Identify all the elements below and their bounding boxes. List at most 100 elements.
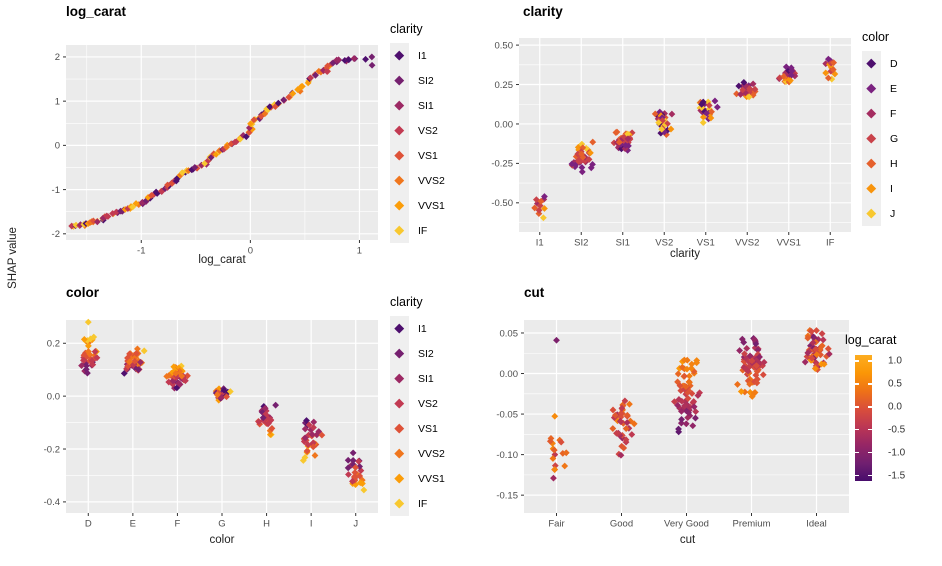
legend-title: color (862, 30, 890, 44)
legend-key (862, 126, 881, 151)
diamond-icon (394, 50, 405, 61)
x-axis-title: cut (679, 534, 696, 546)
tick-label: -0.25 (491, 159, 513, 170)
legend-item: H (862, 151, 898, 176)
legend-item: SI2 (390, 341, 445, 366)
legend-key (390, 416, 409, 441)
tick-label: -1 (137, 246, 145, 257)
legend-item-label: VS1 (418, 422, 438, 435)
colorbar-tick-label: -1.0 (888, 447, 906, 459)
tick-label: 1 (55, 96, 60, 107)
diamond-icon (866, 208, 877, 219)
tick-label: IF (826, 238, 835, 249)
colorbar-tick-label: 1.0 (888, 355, 902, 367)
colorbar-gradient: 1.0 0.5 0.0 -0.5 -1.0 -1.5 (855, 355, 905, 481)
tick-label: Premium (732, 519, 770, 530)
diamond-icon (866, 133, 877, 144)
points-layer (546, 326, 833, 482)
colorbar-tick-label: -1.5 (888, 470, 906, 481)
legend-item: IF (390, 491, 445, 516)
legend-item-label: IF (418, 497, 428, 510)
legend-item: SI1 (390, 93, 445, 118)
legend-item-label: H (890, 157, 898, 170)
diamond-icon (394, 150, 405, 161)
diamond-icon (394, 125, 405, 136)
colorbar-title: log_carat (845, 333, 897, 347)
colorbar-tick-label: 0.0 (888, 401, 902, 413)
legend-key (390, 143, 409, 168)
colorbar-tick (855, 474, 859, 477)
diamond-icon (394, 398, 405, 409)
legend-item: VVS1 (390, 193, 445, 218)
legend-item: G (862, 126, 898, 151)
legend-items: I1 SI2 SI1 VS2 VS1 VVS2 VVS1 IF (390, 43, 445, 243)
tick-label: -2 (52, 229, 60, 240)
panel-title: color (66, 285, 100, 300)
legend-item-label: F (890, 107, 897, 120)
legend-item: VS1 (390, 416, 445, 441)
axis-tick-labels: Fair Good Very Good Premium Ideal 0.05 0.00 -0.… (496, 328, 826, 529)
legend-item: J (862, 201, 898, 226)
tick-label: 0.05 (500, 328, 519, 339)
colorbar-tick (855, 383, 859, 385)
legend-item: F (862, 101, 898, 126)
tick-label: -0.05 (496, 409, 518, 420)
points-layer (78, 318, 368, 494)
legend-item-label: SI2 (418, 74, 434, 87)
legend-item: VVS2 (390, 168, 445, 193)
legend-key (390, 341, 409, 366)
diamond-icon (394, 448, 405, 459)
tick-label: VS1 (697, 238, 715, 249)
tick-label: SI1 (616, 238, 630, 249)
legend-key (390, 316, 409, 341)
diamond-icon (394, 323, 405, 334)
axis-ticks (516, 44, 831, 235)
colorbar-tick (868, 405, 872, 408)
legend-item-label: SI1 (418, 372, 434, 385)
colorbar-tick (868, 383, 872, 385)
axis-ticks (521, 332, 817, 516)
tick-label: -1 (52, 185, 60, 196)
legend-key (390, 93, 409, 118)
panel-clarity: clarity I1 SI2 SI1 VS2 VS1 VVS2 VVS1 IF 0.50 0.25… (471, 0, 942, 283)
legend-item-label: J (890, 207, 896, 220)
legend-key (862, 76, 881, 101)
legend-key (390, 441, 409, 466)
legend-clarity-2: clarity I1 SI2 SI1 VS2 VS1 VVS2 VVS1 IF (390, 295, 445, 516)
colorbar-tick (855, 428, 859, 431)
colorbar-tick (868, 474, 872, 477)
diamond-icon (394, 175, 405, 186)
tick-label: 0 (55, 141, 60, 152)
legend-key (390, 168, 409, 193)
legend-key (390, 366, 409, 391)
panel-cut: cut Fair Good Very Good Premium Ideal 0.05 0.0… (471, 283, 942, 566)
tick-label: -0.4 (44, 497, 60, 508)
tick-label: 0.50 (495, 40, 514, 51)
legend-item-label: VVS2 (418, 447, 445, 460)
beeswarm-plot-color: D E F G H I J 0.2 0.0 -0.2 -0.4 (44, 318, 378, 530)
tick-label: F (175, 519, 181, 530)
x-axis-title: log_carat (198, 254, 246, 266)
legend-item: VVS1 (390, 466, 445, 491)
colorbar-tick (868, 360, 872, 362)
beeswarm-plot-cut: Fair Good Very Good Premium Ideal 0.05 0.00 -0.… (496, 320, 849, 530)
tick-label: 2 (55, 52, 60, 63)
diamond-icon (866, 58, 877, 69)
tick-label: 0.25 (495, 80, 514, 91)
diamond-icon (866, 183, 877, 194)
legend-item-label: VS2 (418, 124, 438, 137)
legend-key (862, 151, 881, 176)
scatter-plot-log-carat: -1 0 1 2 1 0 -1 -2 (52, 45, 378, 257)
tick-label: 0.2 (47, 339, 60, 350)
legend-clarity: clarity I1 SI2 SI1 VS2 VS1 VVS2 VVS1 IF (390, 22, 445, 243)
diamond-icon (394, 498, 405, 509)
colorbar-tick-label: -0.5 (888, 424, 906, 436)
axis-tick-labels: D E F G H I J 0.2 0.0 -0.2 -0.4 (44, 339, 359, 530)
gridlines (66, 45, 378, 240)
beeswarm-plot-clarity: I1 SI2 SI1 VS2 VS1 VVS2 VVS1 IF 0.50 0.25 0.00 -0.2… (491, 38, 851, 249)
legend-item-label: VS2 (418, 397, 438, 410)
legend-title: clarity (390, 295, 423, 309)
axis-ticks (63, 342, 357, 516)
